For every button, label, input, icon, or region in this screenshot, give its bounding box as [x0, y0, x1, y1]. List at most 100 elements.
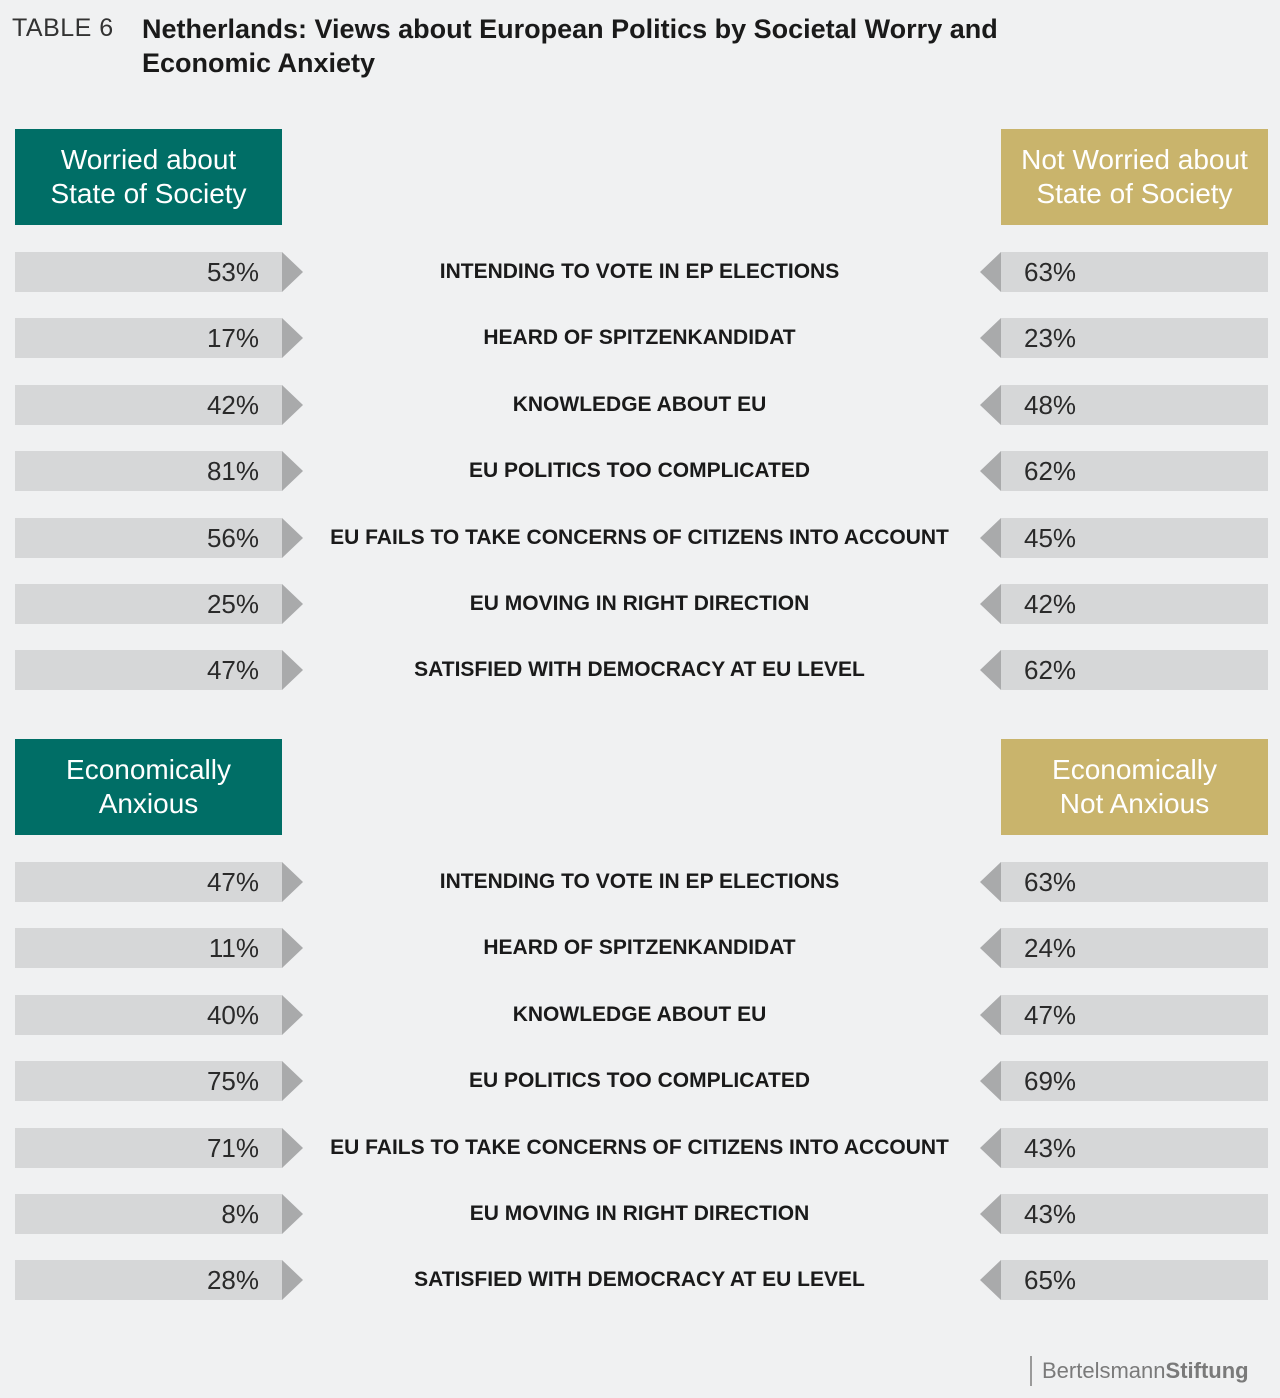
table-row: 81% EU POLITICS TOO COMPLICATED 62% — [0, 449, 1280, 493]
left-bar — [15, 995, 282, 1035]
right-bar — [1001, 385, 1268, 425]
right-bar — [1001, 995, 1268, 1035]
left-arrow-icon — [282, 1260, 303, 1300]
left-value: 75% — [206, 1066, 259, 1096]
left-arrow-icon — [282, 584, 303, 624]
row-label: SATISFIED WITH DEMOCRACY AT EU LEVEL — [414, 1268, 865, 1291]
right-value: 24% — [1024, 933, 1077, 963]
logo: BertelsmannStiftung — [1030, 1356, 1249, 1386]
left-arrow-icon — [282, 1128, 303, 1168]
logo-text-1: Bertelsmann — [1042, 1358, 1166, 1383]
right-value: 63% — [1024, 867, 1077, 897]
left-bar — [15, 385, 282, 425]
table-row: 47% INTENDING TO VOTE IN EP ELECTIONS 63% — [0, 860, 1280, 904]
right-value: 42% — [1024, 589, 1077, 619]
right-bar — [1001, 1061, 1268, 1101]
right-value: 43% — [1024, 1133, 1077, 1163]
left-arrow-icon — [282, 650, 303, 690]
left-bar — [15, 1128, 282, 1168]
left-value: 28% — [206, 1265, 259, 1295]
logo-text-2: Stiftung — [1165, 1358, 1249, 1383]
left-bar — [15, 928, 282, 968]
right-value: 62% — [1024, 456, 1077, 486]
right-bar — [1001, 318, 1268, 358]
left-bar — [15, 1061, 282, 1101]
right-arrow-icon — [980, 385, 1001, 425]
table-row: 28% SATISFIED WITH DEMOCRACY AT EU LEVEL 6… — [0, 1258, 1280, 1302]
left-value: 17% — [206, 323, 259, 353]
row-label: KNOWLEDGE ABOUT EU — [512, 1003, 767, 1026]
page-title: Netherlands: Views about European Politi… — [142, 14, 998, 78]
row-label: KNOWLEDGE ABOUT EU — [512, 393, 767, 416]
row-label: EU MOVING IN RIGHT DIRECTION — [469, 592, 810, 615]
right-group-label: Economically Not Anxious — [1052, 754, 1217, 819]
left-bar — [15, 518, 282, 558]
right-arrow-icon — [980, 518, 1001, 558]
left-arrow-icon — [282, 385, 303, 425]
right-bar — [1001, 862, 1268, 902]
left-group-label: Economically Anxious — [66, 754, 231, 819]
table-row: 11% HEARD OF SPITZENKANDIDAT 24% — [0, 926, 1280, 970]
left-bar — [15, 862, 282, 902]
table-row: 17% HEARD OF SPITZENKANDIDAT 23% — [0, 316, 1280, 360]
row-label: INTENDING TO VOTE IN EP ELECTIONS — [439, 870, 840, 893]
row-label: EU FAILS TO TAKE CONCERNS OF CITIZENS IN… — [330, 526, 949, 549]
table-number: TABLE 6 — [12, 14, 114, 42]
left-value: 47% — [206, 655, 259, 685]
right-arrow-icon — [980, 995, 1001, 1035]
table-row: 53% INTENDING TO VOTE IN EP ELECTIONS 63% — [0, 250, 1280, 294]
row-label: HEARD OF SPITZENKANDIDAT — [483, 326, 796, 349]
table-row: 25% EU MOVING IN RIGHT DIRECTION 42% — [0, 582, 1280, 626]
row-label: SATISFIED WITH DEMOCRACY AT EU LEVEL — [414, 658, 865, 681]
left-bar — [15, 451, 282, 491]
right-arrow-icon — [980, 928, 1001, 968]
left-bar — [15, 584, 282, 624]
right-value: 63% — [1024, 257, 1077, 287]
right-arrow-icon — [980, 862, 1001, 902]
row-label: EU POLITICS TOO COMPLICATED — [468, 1069, 811, 1092]
left-arrow-icon — [282, 518, 303, 558]
table-row: 42% KNOWLEDGE ABOUT EU 48% — [0, 383, 1280, 427]
right-bar — [1001, 252, 1268, 292]
right-arrow-icon — [980, 650, 1001, 690]
right-value: 65% — [1024, 1265, 1077, 1295]
right-bar — [1001, 928, 1268, 968]
right-arrow-icon — [980, 252, 1001, 292]
right-arrow-icon — [980, 1128, 1001, 1168]
left-value: 81% — [206, 456, 259, 486]
right-arrow-icon — [980, 451, 1001, 491]
left-group-header: Economically Anxious — [15, 739, 282, 835]
left-arrow-icon — [282, 451, 303, 491]
right-value: 43% — [1024, 1199, 1077, 1229]
row-label: HEARD OF SPITZENKANDIDAT — [483, 936, 796, 959]
right-value: 47% — [1024, 1000, 1077, 1030]
right-bar — [1001, 584, 1268, 624]
right-group-header: Not Worried about State of Society — [1001, 129, 1268, 225]
right-bar — [1001, 1194, 1268, 1234]
row-label: EU MOVING IN RIGHT DIRECTION — [469, 1202, 810, 1225]
right-arrow-icon — [980, 318, 1001, 358]
left-arrow-icon — [282, 318, 303, 358]
right-bar — [1001, 451, 1268, 491]
right-value: 69% — [1024, 1066, 1077, 1096]
right-bar — [1001, 1128, 1268, 1168]
row-label: EU POLITICS TOO COMPLICATED — [468, 459, 811, 482]
left-group-label: Worried about State of Society — [50, 144, 247, 209]
right-arrow-icon — [980, 1061, 1001, 1101]
left-bar — [15, 650, 282, 690]
right-arrow-icon — [980, 1194, 1001, 1234]
left-value: 42% — [206, 390, 259, 420]
right-bar — [1001, 518, 1268, 558]
right-bar — [1001, 1260, 1268, 1300]
left-arrow-icon — [282, 1194, 303, 1234]
right-value: 23% — [1024, 323, 1077, 353]
left-bar — [15, 1260, 282, 1300]
left-value: 40% — [206, 1000, 259, 1030]
row-label: EU FAILS TO TAKE CONCERNS OF CITIZENS IN… — [330, 1136, 949, 1159]
table-row: 75% EU POLITICS TOO COMPLICATED 69% — [0, 1059, 1280, 1103]
left-arrow-icon — [282, 928, 303, 968]
left-arrow-icon — [282, 1061, 303, 1101]
left-value: 71% — [206, 1133, 259, 1163]
right-value: 62% — [1024, 655, 1077, 685]
left-value: 11% — [208, 933, 259, 963]
